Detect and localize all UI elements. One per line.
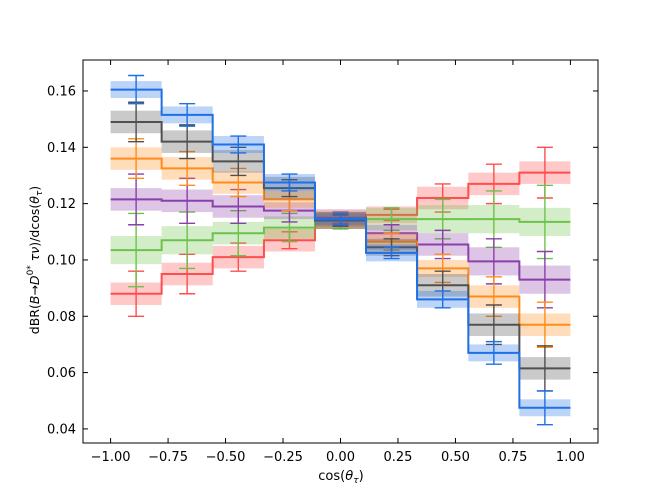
y-tick-label: 0.06 bbox=[47, 366, 76, 381]
error-bar-blue-6 bbox=[434, 290, 451, 309]
axis-ticks: −1.00 −0.75 −0.50 −0.25 0.00 0.25 0.50 0.75 1.00… bbox=[47, 60, 598, 465]
y-tick-label: 0.04 bbox=[47, 422, 76, 437]
error-bar-blue-2 bbox=[230, 135, 247, 154]
chart-marks bbox=[110, 74, 571, 426]
error-bar-blue-7 bbox=[485, 340, 502, 365]
y-tick-label: 0.16 bbox=[47, 84, 76, 99]
y-tick-label: 0.12 bbox=[47, 197, 76, 212]
x-tick-label: −1.00 bbox=[91, 450, 131, 465]
x-tick-label: 0.75 bbox=[498, 450, 527, 465]
series-green bbox=[110, 184, 571, 288]
x-tick-label: 0.25 bbox=[384, 450, 413, 465]
y-tick-label: 0.10 bbox=[47, 253, 76, 268]
error-bar-blue-0 bbox=[128, 74, 145, 105]
error-bar-blue-3 bbox=[281, 173, 298, 192]
y-tick-label: 0.14 bbox=[47, 141, 76, 156]
x-tick-label: 0.00 bbox=[326, 450, 355, 465]
x-tick-label: −0.75 bbox=[148, 450, 188, 465]
error-bar-blue-8 bbox=[536, 390, 553, 426]
series-blue bbox=[110, 74, 571, 426]
x-tick-label: 1.00 bbox=[556, 450, 585, 465]
x-tick-label: −0.50 bbox=[206, 450, 246, 465]
error-bar-blue-5 bbox=[383, 246, 400, 260]
x-tick-label: −0.25 bbox=[263, 450, 303, 465]
error-bar-blue-4 bbox=[332, 212, 349, 226]
y-axis-label-group: dBR(B→D0* τν)/dcos(θτ) bbox=[26, 186, 45, 334]
x-tick-label: 0.50 bbox=[441, 450, 470, 465]
x-axis-label-rich: cos(θτ) bbox=[318, 469, 363, 486]
y-axis-label: dBR(B→D0* τν)/dcos(θτ) bbox=[26, 186, 45, 334]
error-bar-blue-1 bbox=[179, 102, 196, 127]
y-tick-label: 0.08 bbox=[47, 310, 76, 325]
